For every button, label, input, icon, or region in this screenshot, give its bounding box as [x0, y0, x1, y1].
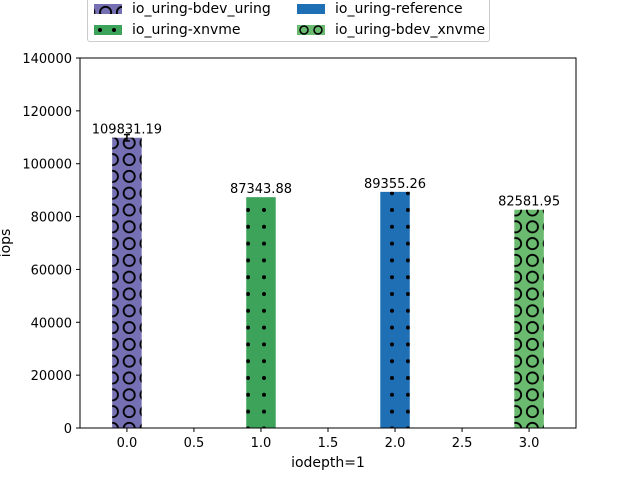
bar-value-label: 89355.26 — [364, 177, 426, 192]
legend-label: io_uring-xnvme — [132, 22, 241, 38]
y-tick-label: 60000 — [31, 263, 72, 278]
bar-value-label: 82581.95 — [498, 195, 560, 210]
x-axis-label: iodepth=1 — [291, 455, 365, 471]
y-tick-label: 20000 — [31, 369, 72, 384]
legend-item: io_uring-xnvme — [94, 20, 240, 40]
legend: io_uring-bdev_uring io_uring-reference i… — [87, 0, 490, 42]
bar-value-label: 109831.19 — [92, 123, 162, 138]
bar-hatch — [246, 197, 276, 428]
legend-item: io_uring-bdev_xnvme — [297, 20, 485, 40]
legend-item: io_uring-bdev_uring — [94, 0, 271, 19]
x-tick-label: 3.0 — [519, 436, 540, 451]
x-tick-label: 0.0 — [117, 436, 138, 451]
bar-value-label: 87343.88 — [230, 182, 292, 197]
x-tick-label: 0.5 — [184, 436, 205, 451]
bars-group — [112, 133, 544, 428]
y-tick-label: 80000 — [31, 211, 72, 226]
y-tick-label: 140000 — [22, 52, 72, 67]
legend-swatch — [297, 25, 325, 35]
legend-item: io_uring-reference — [297, 0, 463, 19]
legend-label: io_uring-bdev_uring — [132, 1, 271, 17]
legend-swatch — [297, 4, 325, 14]
y-tick-label: 100000 — [22, 158, 72, 173]
legend-label: io_uring-reference — [335, 1, 463, 17]
legend-swatch — [94, 25, 122, 35]
y-axis: 0 20000 40000 60000 80000 100000 120000 140000 — [22, 52, 80, 437]
x-axis: 0.0 0.5 1.0 1.5 2.0 2.5 3.0 — [117, 428, 540, 451]
x-tick-label: 2.5 — [452, 436, 473, 451]
y-tick-label: 120000 — [22, 105, 72, 120]
legend-swatch — [94, 4, 122, 14]
bar-hatch — [380, 191, 410, 428]
x-tick-label: 1.0 — [251, 436, 272, 451]
y-tick-label: 40000 — [31, 316, 72, 331]
bar-hatch — [514, 209, 544, 428]
y-axis-label: iops — [0, 229, 14, 258]
x-tick-label: 1.5 — [318, 436, 339, 451]
y-tick-label: 0 — [64, 422, 72, 437]
legend-label: io_uring-bdev_xnvme — [335, 22, 486, 38]
bar-value-labels: 109831.19 89355.26 87343.88 82581.95 — [92, 123, 560, 210]
x-tick-label: 2.0 — [385, 436, 406, 451]
plot-frame — [79, 57, 577, 429]
bar-hatch — [112, 137, 142, 428]
